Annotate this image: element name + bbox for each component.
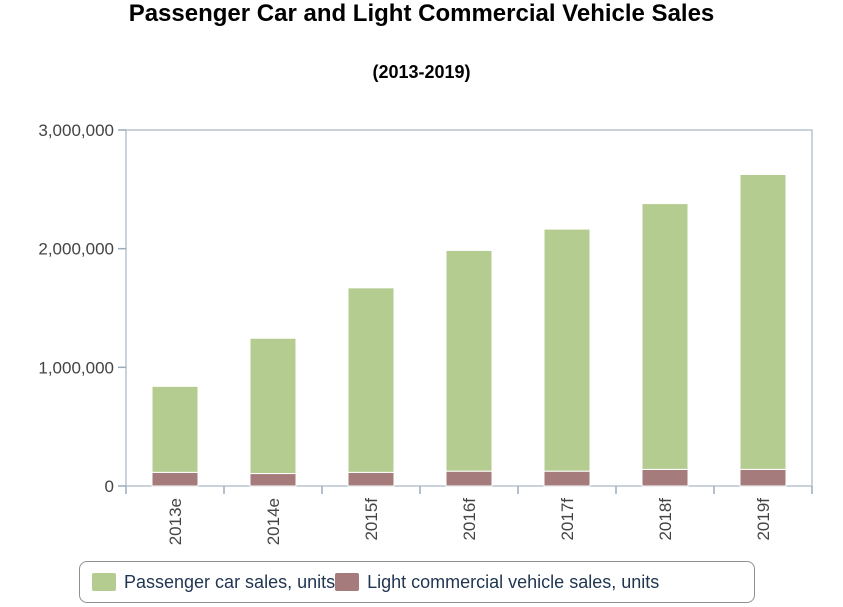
x-tick-label-2013e: 2013e <box>166 498 185 545</box>
legend-swatch-passenger <box>92 573 116 591</box>
bar-commercial-2015f <box>347 471 395 487</box>
chart-subtitle: (2013-2019) <box>372 62 471 82</box>
x-tick-label-2017f: 2017f <box>558 498 577 541</box>
bar-chart: 0 1,000,000 2,000,000 3,000,000 2013e 2014e 20… <box>38 121 813 545</box>
x-tick-label-2018f: 2018f <box>656 498 675 541</box>
legend-item-commercial[interactable]: Light commercial vehicle sales, units <box>335 572 659 593</box>
chart-title: Passenger Car and Light Commercial Vehic… <box>128 0 715 27</box>
y-tick-label: 1,000,000 <box>38 358 114 377</box>
legend-label-passenger: Passenger car sales, units <box>124 571 336 592</box>
x-tick-label-2016f: 2016f <box>460 498 479 541</box>
y-tick-label: 3,000,000 <box>38 121 114 140</box>
bar-passenger-2017f <box>543 228 591 472</box>
y-tick-label: 2,000,000 <box>38 240 114 259</box>
y-tick-label: 0 <box>105 477 114 496</box>
legend-label-commercial: Light commercial vehicle sales, units <box>367 571 660 592</box>
bar-passenger-2013e <box>151 385 199 473</box>
bar-commercial-2018f <box>641 468 689 487</box>
legend-item-passenger[interactable]: Passenger car sales, units <box>92 572 335 593</box>
bar-passenger-2019f <box>739 174 787 470</box>
bar-commercial-2017f <box>543 470 591 487</box>
bar-passenger-2014e <box>249 337 297 475</box>
legend: Passenger car sales, units Light commerc… <box>79 561 755 603</box>
bar-commercial-2013e <box>151 471 199 487</box>
x-tick-label-2015f: 2015f <box>362 498 381 541</box>
bar-passenger-2018f <box>641 203 689 470</box>
bar-passenger-2015f <box>347 287 395 473</box>
x-tick-label-2014e: 2014e <box>264 498 283 545</box>
bar-commercial-2019f <box>739 468 787 487</box>
bar-commercial-2016f <box>445 470 493 487</box>
legend-swatch-commercial <box>335 573 360 591</box>
bar-commercial-2014e <box>249 473 297 487</box>
bar-passenger-2016f <box>445 249 493 472</box>
x-tick-label-2019f: 2019f <box>754 498 773 541</box>
